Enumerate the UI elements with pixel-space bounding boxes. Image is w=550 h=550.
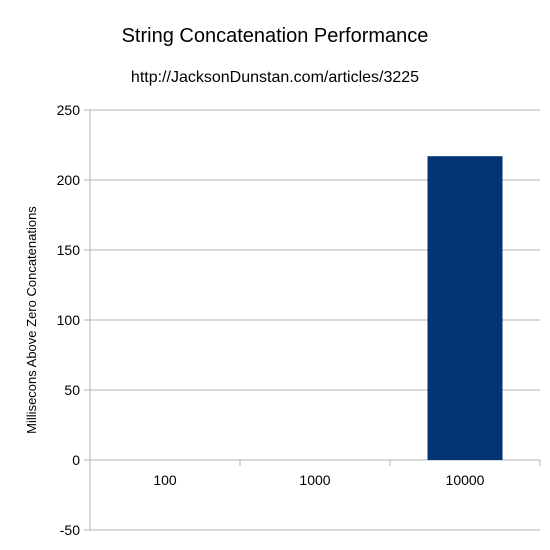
chart-subtitle: http://JacksonDunstan.com/articles/3225 <box>131 69 419 86</box>
y-tick-label: 50 <box>64 382 80 398</box>
bar <box>427 156 503 460</box>
x-tick-label: 100 <box>153 472 177 488</box>
y-tick-label: 100 <box>57 312 81 328</box>
x-tick-label: 1000 <box>299 472 330 488</box>
x-tick-label: 10000 <box>446 472 485 488</box>
y-axis-title: Millisecons Above Zero Concatenations <box>24 206 39 434</box>
y-tick-label: -50 <box>60 522 80 538</box>
y-tick-label: 200 <box>57 172 81 188</box>
plot-area: -50 0 50 100 150 200 250 100 1000 10000 <box>57 102 541 538</box>
y-tick-label: 250 <box>57 102 81 118</box>
y-tick-label: 150 <box>57 242 81 258</box>
chart-title: String Concatenation Performance <box>122 25 429 47</box>
y-tick-label: 0 <box>72 452 80 468</box>
